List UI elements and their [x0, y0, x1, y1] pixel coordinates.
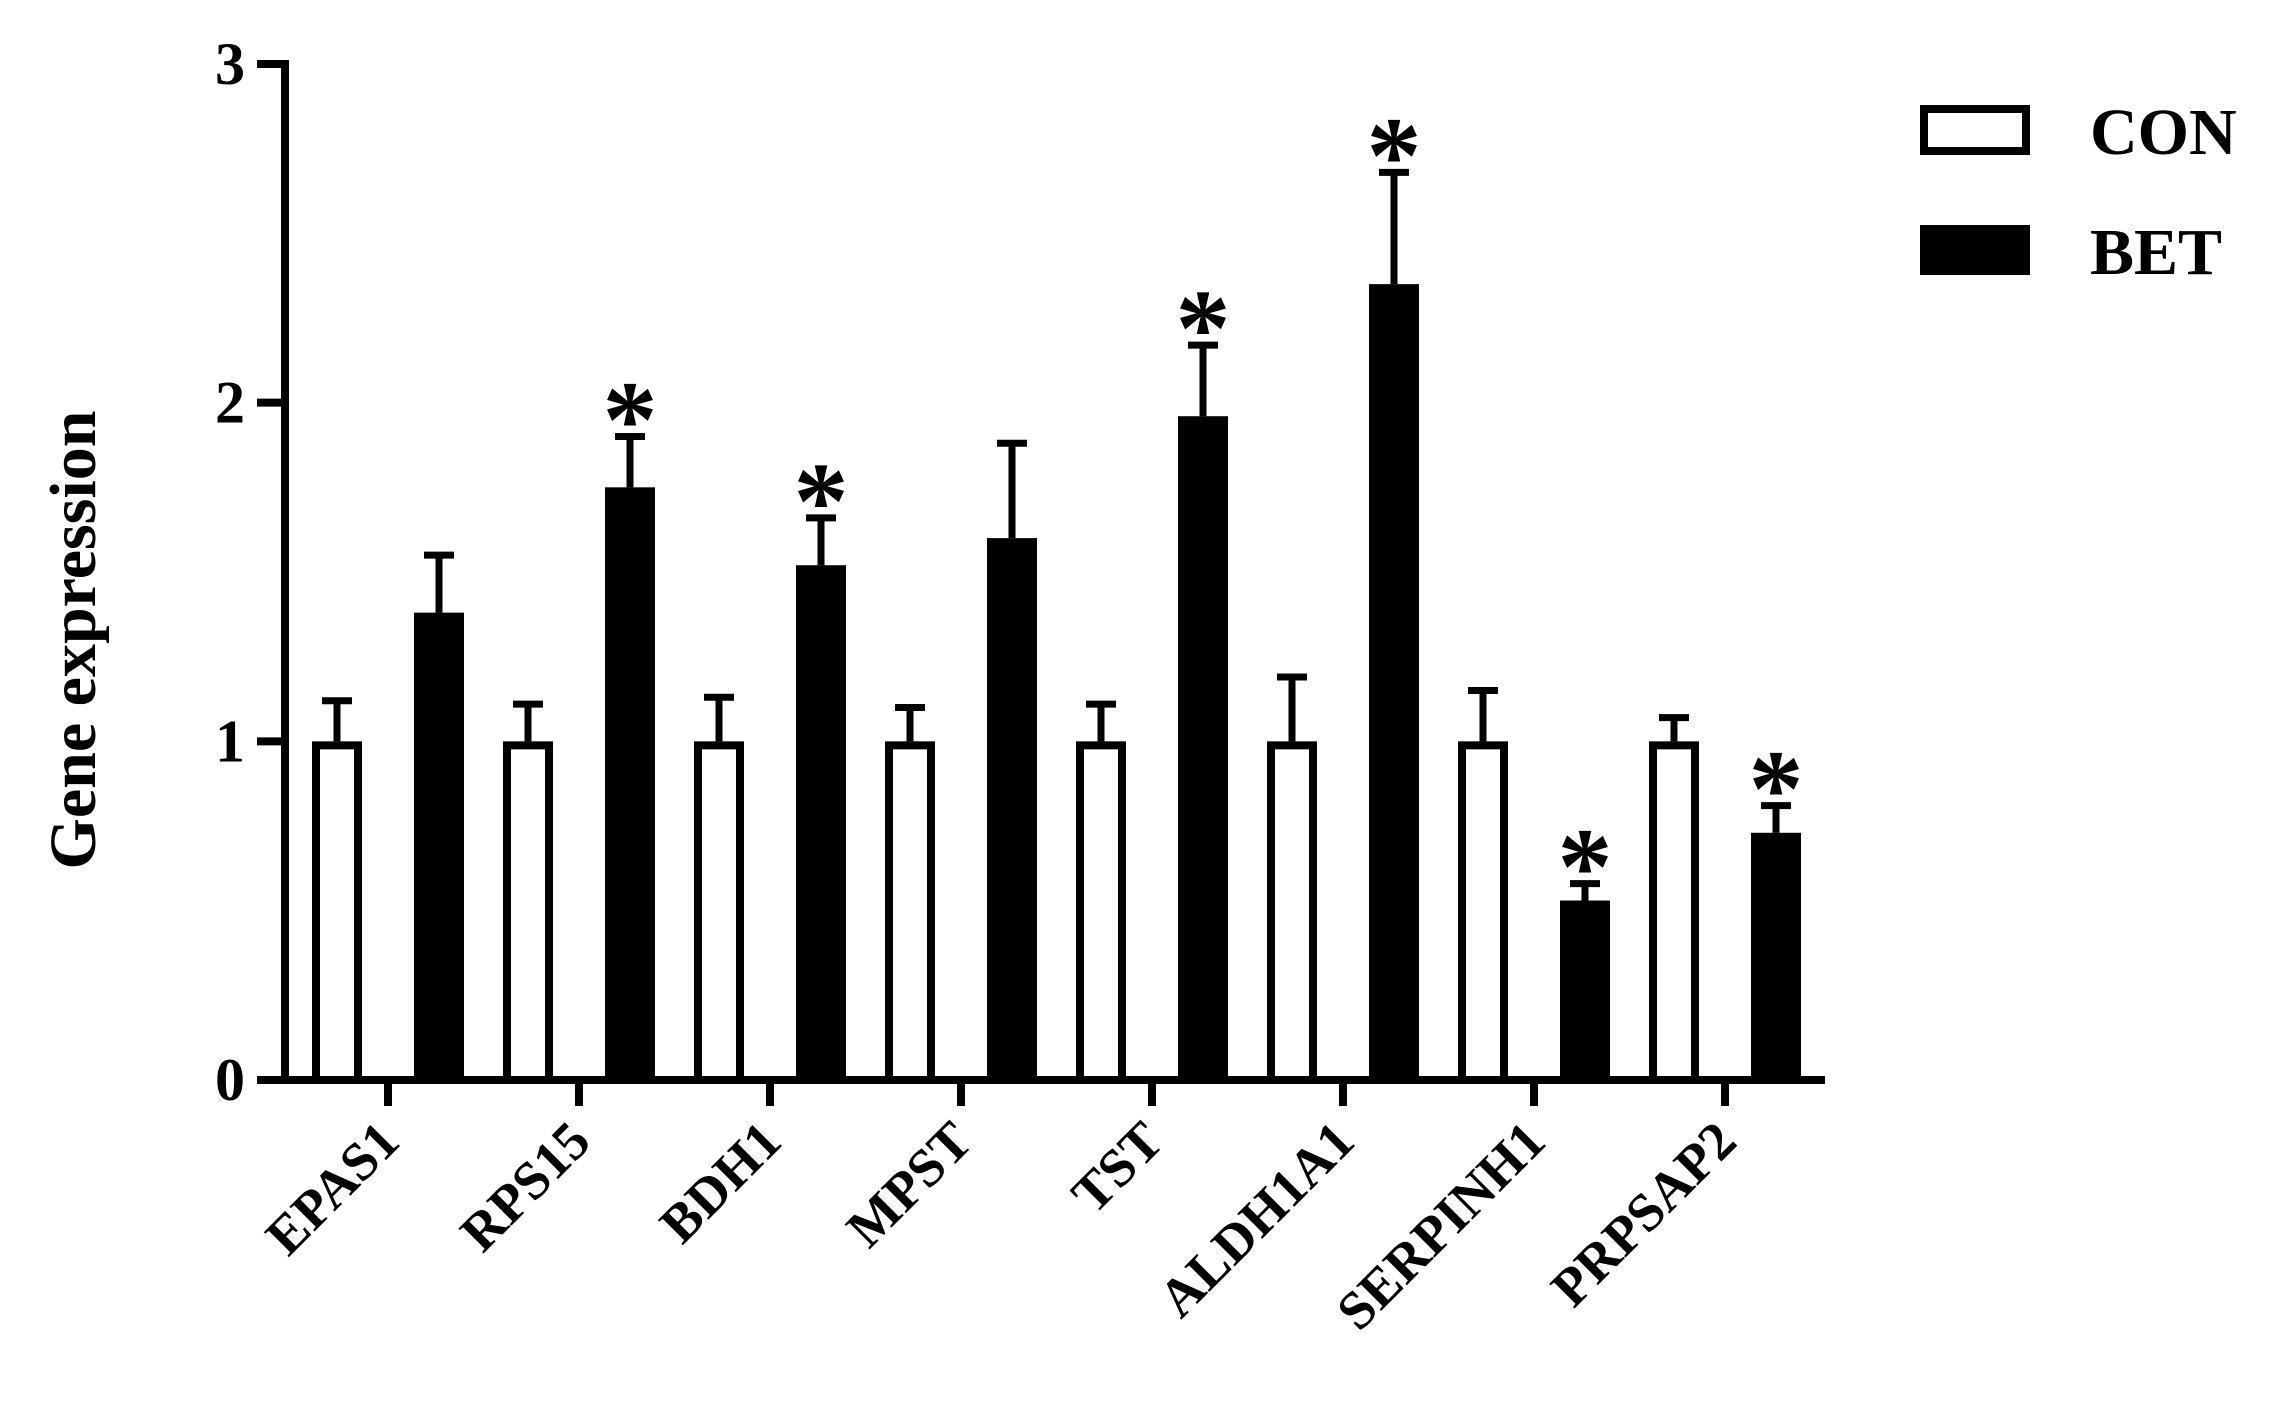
- significance-star: *: [603, 359, 658, 481]
- bar-con-prpsap2: [1649, 741, 1699, 1084]
- x-tick-label: SERPINH1: [1325, 1110, 1556, 1341]
- bar-con-mpst: [885, 741, 935, 1084]
- bar-bet-bdh1: [796, 565, 846, 1080]
- bar-bet-serpinh1: [1560, 900, 1610, 1080]
- bar-con-serpinh1: [1458, 741, 1508, 1084]
- significance-star: *: [1176, 267, 1231, 389]
- x-tick-label: RPS15: [449, 1110, 602, 1263]
- bar-con-bdh1: [694, 741, 744, 1084]
- significance-star: *: [1558, 806, 1613, 928]
- significance-markers: * * * * * *: [603, 94, 1804, 927]
- legend-label-bet: BET: [2090, 216, 2222, 289]
- x-tick-label: MPST: [835, 1110, 984, 1259]
- y-tick-label: 3: [215, 31, 245, 97]
- x-tick-label: BDH1: [648, 1110, 792, 1254]
- bar-bet-mpst: [987, 538, 1037, 1080]
- y-axis-title: Gene expression: [37, 411, 110, 870]
- bar-bet-tst: [1178, 416, 1228, 1080]
- error-bars: [322, 168, 1791, 901]
- legend: CON BET: [1920, 96, 2237, 289]
- bar-con-rps15: [503, 741, 553, 1084]
- x-tick-label: EPAS1: [254, 1110, 410, 1266]
- x-tick-label: PRPSAP2: [1540, 1110, 1748, 1318]
- x-tick-labels: EPAS1 RPS15 BDH1 MPST TSTALDH1A1SERPINH1PRPS…: [254, 1110, 1747, 1341]
- bar-bet-aldh1a1: [1369, 284, 1419, 1081]
- significance-star: *: [1749, 728, 1804, 850]
- bar-bet-rps15: [605, 487, 655, 1080]
- y-tick-label: 1: [215, 708, 245, 774]
- bars: [312, 284, 1801, 1084]
- x-tick-label: TST: [1060, 1110, 1175, 1225]
- y-tick-label: 2: [215, 370, 245, 436]
- significance-star: *: [1367, 94, 1422, 216]
- significance-star: *: [794, 440, 849, 562]
- legend-swatch-bet: [1920, 225, 2030, 275]
- bar-con-epas1: [312, 741, 362, 1084]
- y-tick-label: 0: [215, 1047, 245, 1113]
- bar-con-aldh1a1: [1267, 741, 1317, 1084]
- legend-swatch-con: [1920, 105, 2030, 155]
- legend-label-con: CON: [2090, 96, 2237, 169]
- bar-bet-prpsap2: [1751, 832, 1801, 1080]
- bar-con-tst: [1076, 741, 1126, 1084]
- bar-bet-epas1: [414, 612, 464, 1080]
